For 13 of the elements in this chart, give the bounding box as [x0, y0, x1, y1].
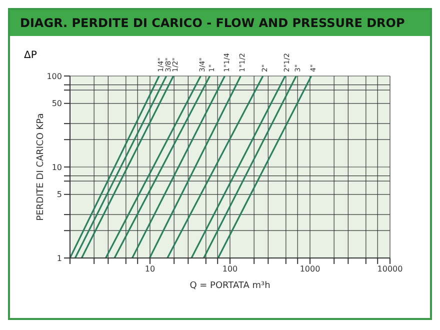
x-tick-label: 1000 [300, 264, 320, 274]
y-tick-label: 10 [52, 162, 62, 172]
y-tick-label: 5 [56, 190, 62, 200]
y-tick-label: 1 [56, 254, 62, 263]
chart-title: DIAGR. PERDITE DI CARICO - FLOW AND PRESSURE DROP [10, 10, 430, 36]
x-tick-label: 10 [144, 264, 156, 274]
x-axis-title: Q = PORTATA m³h [190, 281, 270, 291]
x-tick-label: 10000 [377, 264, 403, 274]
y-tick-label: 50 [52, 99, 62, 108]
y-tick-label: 100 [46, 72, 62, 81]
y-axis-title: PERDITE DI CARICO KPa [36, 113, 46, 221]
x-tick-label: 100 [222, 264, 238, 274]
text: ΔP [24, 50, 37, 61]
